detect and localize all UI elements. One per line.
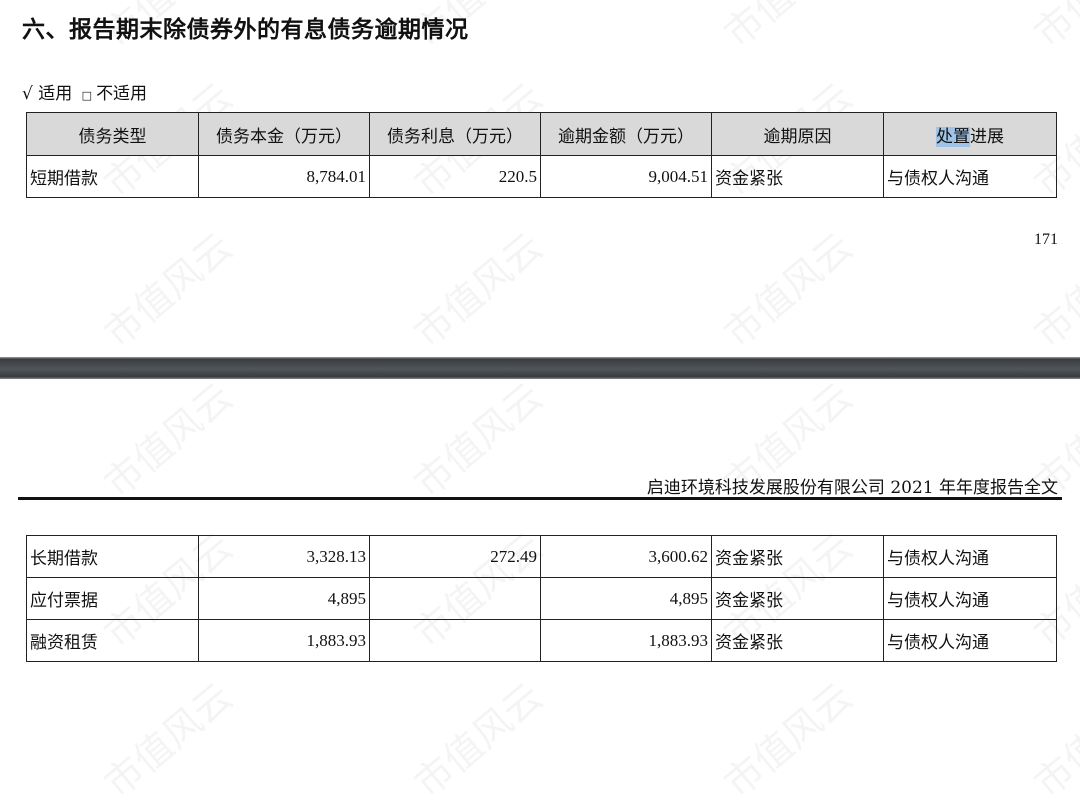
cell-overdue: 4,895 [540,577,712,620]
cell-progress: 与债权人沟通 [883,619,1057,662]
check-mark-icon: √ [22,84,33,104]
cell-type: 短期借款 [26,155,199,198]
cell-interest: 272.49 [369,535,541,578]
header-interest: 债务利息（万元） [369,112,541,156]
watermark-text: 市值风云 [710,668,862,807]
cell-reason: 资金紧张 [711,619,884,662]
watermark-text: 市值风云 [710,218,862,358]
applicable-label: 适用 [38,84,73,104]
cell-principal: 8,784.01 [198,155,370,198]
header-rule [18,497,1062,500]
table-row: 短期借款 8,784.01 220.5 9,004.51 资金紧张 与债权人沟通 [26,155,1057,198]
table-row: 应付票据 4,895 4,895 资金紧张 与债权人沟通 [26,577,1057,620]
applicability-options: √ 适用 □ 不适用 [22,79,147,104]
running-header: 启迪环境科技发展股份有限公司 2021 年年度报告全文 [646,478,1058,498]
page-separator [0,357,1080,379]
cell-principal: 4,895 [198,577,370,620]
watermark-text: 市值风云 [710,0,862,57]
cell-principal: 3,328.13 [198,535,370,578]
cell-overdue: 3,600.62 [540,535,712,578]
watermark-text: 市值风云 [1020,668,1080,807]
not-applicable-label: 不适用 [96,84,148,104]
header-progress: 处置进展 [883,112,1057,156]
cell-reason: 资金紧张 [711,535,884,578]
watermark-text: 市值风云 [400,368,552,508]
cell-principal: 1,883.93 [198,619,370,662]
table-row: 长期借款 3,328.13 272.49 3,600.62 资金紧张 与债权人沟通 [26,535,1057,578]
header-debt-type: 债务类型 [26,112,199,156]
cell-progress: 与债权人沟通 [883,155,1057,198]
watermark-text: 市值风云 [90,668,242,807]
cell-overdue: 1,883.93 [540,619,712,662]
cell-interest [369,577,541,620]
table-row: 融资租赁 1,883.93 1,883.93 资金紧张 与债权人沟通 [26,619,1057,662]
header-overdue-amount: 逾期金额（万元） [540,112,712,156]
overdue-debt-table: 债务类型 债务本金（万元） 债务利息（万元） 逾期金额（万元） 逾期原因 处置进… [26,112,1057,198]
cell-interest: 220.5 [369,155,541,198]
cell-overdue: 9,004.51 [540,155,712,198]
cell-type: 应付票据 [26,577,199,620]
cell-progress: 与债权人沟通 [883,535,1057,578]
checkbox-icon: □ [81,89,93,102]
cell-reason: 资金紧张 [711,577,884,620]
watermark-text: 市值风云 [1020,0,1080,57]
page-number: 171 [1034,231,1058,248]
cell-progress: 与债权人沟通 [883,577,1057,620]
watermark-text: 市值风云 [90,218,242,358]
watermark-text: 市值风云 [400,218,552,358]
cell-reason: 资金紧张 [711,155,884,198]
watermark-text: 市值风云 [400,668,552,807]
section-title: 六、报告期末除债券外的有息债务逾期情况 [22,17,469,43]
cell-type: 融资租赁 [26,619,199,662]
table-header-row: 债务类型 债务本金（万元） 债务利息（万元） 逾期金额（万元） 逾期原因 处置进… [26,112,1057,156]
watermark-text: 市值风云 [90,368,242,508]
header-principal: 债务本金（万元） [198,112,370,156]
cell-interest [369,619,541,662]
cell-type: 长期借款 [26,535,199,578]
header-overdue-reason: 逾期原因 [711,112,884,156]
selected-text: 处置 [936,126,970,147]
overdue-debt-table-continued: 长期借款 3,328.13 272.49 3,600.62 资金紧张 与债权人沟通 应付票据… [26,535,1057,662]
